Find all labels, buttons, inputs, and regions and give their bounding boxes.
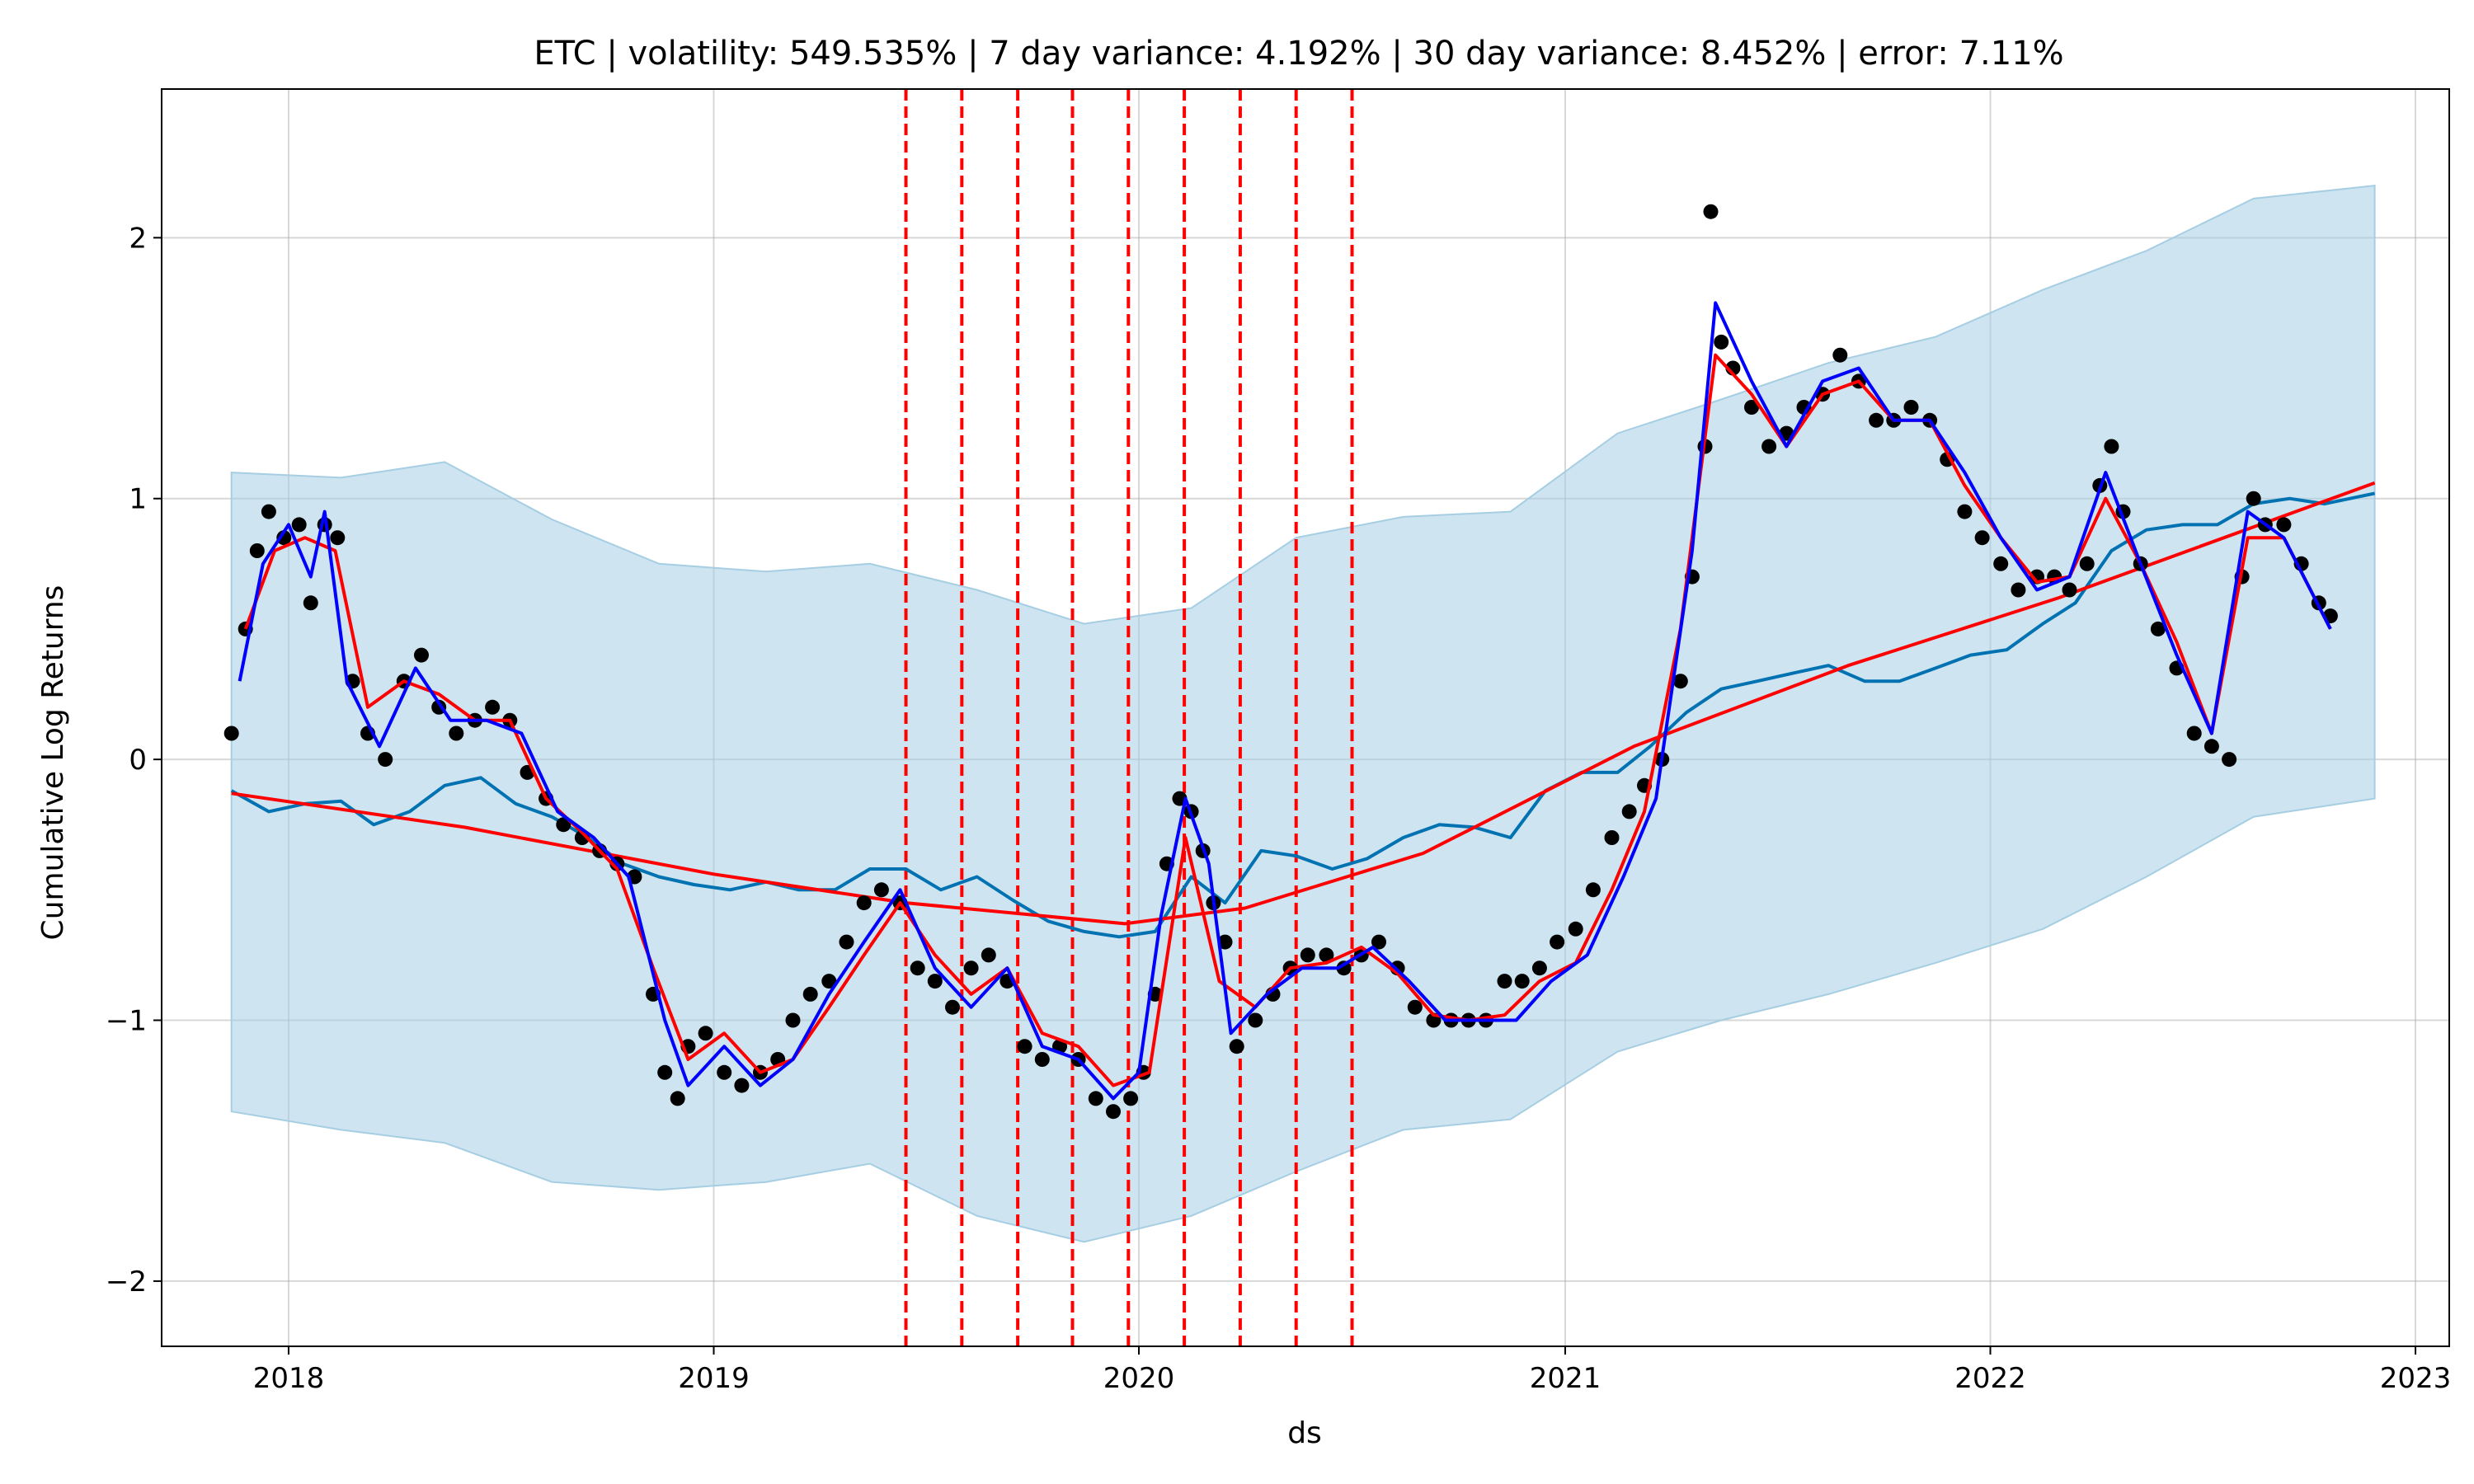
observed-point xyxy=(821,974,837,989)
observed-point xyxy=(223,726,239,741)
smoothed-series xyxy=(238,301,2332,1101)
x-axis-label: ds xyxy=(1287,1416,1322,1450)
observed-point xyxy=(2062,582,2077,598)
x-tick-label: 2021 xyxy=(1530,1362,1602,1395)
observed-point xyxy=(698,1026,713,1041)
observed-point xyxy=(291,517,307,533)
observed-point xyxy=(485,699,501,715)
smooth-fast-line xyxy=(238,301,2332,1101)
observed-point xyxy=(1993,556,2009,571)
observed-point xyxy=(1585,882,1601,898)
observed-point xyxy=(2246,491,2261,506)
observed-point xyxy=(1371,934,1386,950)
observed-point xyxy=(2150,621,2166,636)
observed-point xyxy=(1300,947,1315,963)
observed-point xyxy=(981,947,996,963)
observed-point xyxy=(1714,334,1729,350)
observed-point xyxy=(1744,400,1759,415)
y-tick-label: −1 xyxy=(106,1005,147,1038)
observed-point xyxy=(261,504,276,519)
uncertainty-band-area xyxy=(230,184,2376,1243)
observed-point xyxy=(785,1012,801,1028)
observed-point xyxy=(1903,400,1919,415)
observed-point xyxy=(249,543,265,558)
observed-point xyxy=(945,999,960,1015)
observed-point xyxy=(2186,726,2202,741)
observed-point xyxy=(1229,1039,1244,1054)
observed-point xyxy=(873,882,889,898)
axis-ticks: 2018 2019 2020 2021 2022 2023 −2 −1 0 1 2 xyxy=(106,222,2451,1395)
observed-point xyxy=(1497,974,1512,989)
y-tick-label: 2 xyxy=(129,222,147,255)
observed-point xyxy=(1034,1052,1050,1067)
observed-point xyxy=(1672,674,1688,689)
trend-series xyxy=(231,481,2376,926)
observed-point xyxy=(303,595,318,611)
observed-point xyxy=(2204,739,2219,754)
observed-point xyxy=(1832,347,1848,363)
observed-point xyxy=(1869,412,1884,428)
observed-point xyxy=(1217,934,1233,950)
observed-point xyxy=(856,895,872,911)
x-tick-label: 2018 xyxy=(253,1362,325,1395)
observed-point xyxy=(1514,974,1530,989)
observed-point xyxy=(802,986,818,1002)
observed-point xyxy=(1957,504,1973,519)
x-tick-label: 2020 xyxy=(1103,1362,1175,1395)
observed-point xyxy=(927,974,943,989)
observed-point xyxy=(449,726,464,741)
x-tick-label: 2019 xyxy=(678,1362,750,1395)
plot-frame xyxy=(161,88,2450,1347)
observed-point xyxy=(734,1078,750,1093)
observed-point xyxy=(1550,934,1565,950)
observed-point xyxy=(2276,517,2292,533)
observed-point xyxy=(1248,1012,1263,1028)
observed-point xyxy=(414,647,429,663)
observed-point xyxy=(717,1064,732,1080)
y-tick-label: 1 xyxy=(129,483,147,516)
uncertainty-band xyxy=(230,184,2376,1243)
observed-point xyxy=(2079,556,2095,571)
trend-line xyxy=(231,481,2376,926)
observed-point xyxy=(2011,582,2026,598)
y-tick-label: −2 xyxy=(106,1266,147,1298)
observed-point xyxy=(2104,439,2119,454)
observed-point xyxy=(378,752,393,768)
observed-point xyxy=(657,1064,673,1080)
x-tick-label: 2023 xyxy=(2380,1362,2452,1395)
chart-title: ETC | volatility: 549.535% | 7 day varia… xyxy=(534,35,2063,73)
observed-point xyxy=(2222,752,2237,768)
x-tick-label: 2022 xyxy=(1954,1362,2026,1395)
observed-point xyxy=(330,530,346,546)
observed-point xyxy=(1531,960,1547,976)
observed-point xyxy=(1974,530,1990,546)
observed-point xyxy=(1568,921,1583,937)
observed-point xyxy=(910,960,925,976)
observed-point xyxy=(1336,960,1352,976)
observed-point xyxy=(276,530,292,546)
y-tick-label: 0 xyxy=(129,744,147,777)
observed-point xyxy=(1621,804,1637,819)
observed-point xyxy=(963,960,979,976)
observed-point xyxy=(1703,204,1719,219)
changepoint-lines xyxy=(904,89,1354,1346)
observed-point xyxy=(670,1091,685,1106)
observed-point xyxy=(839,934,854,950)
observed-point xyxy=(1407,999,1423,1015)
y-axis-label: Cumulative Log Returns xyxy=(36,585,70,941)
observed-point xyxy=(1123,1091,1139,1106)
observed-point xyxy=(1319,947,1334,963)
observed-point xyxy=(1604,830,1620,845)
observed-point xyxy=(1088,1091,1103,1106)
observed-point xyxy=(1106,1104,1121,1120)
observed-point xyxy=(556,817,571,833)
observed-point xyxy=(1761,439,1777,454)
observed-point xyxy=(1017,1039,1032,1054)
